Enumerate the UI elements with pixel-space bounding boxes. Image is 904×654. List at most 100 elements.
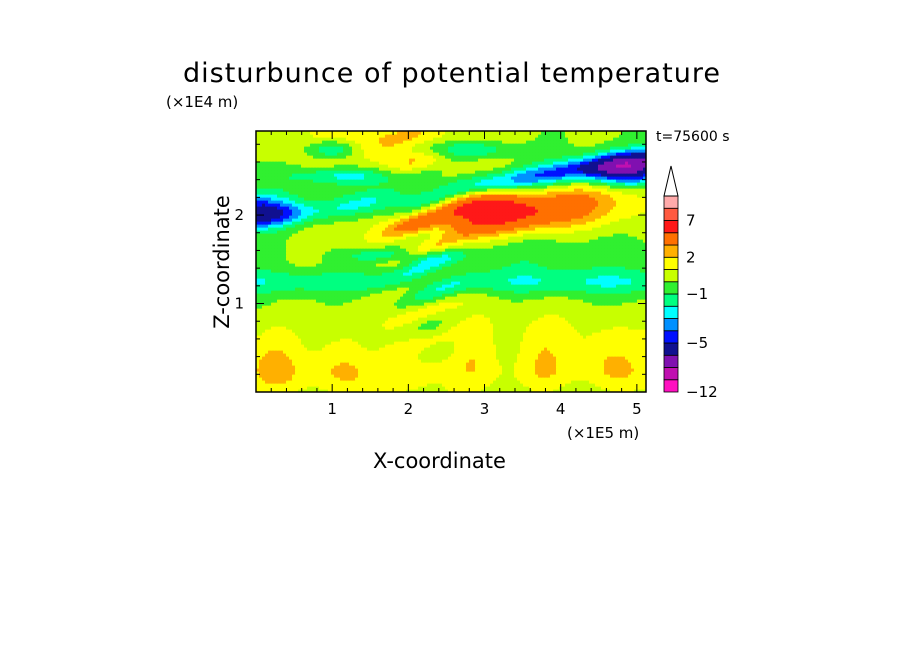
- field-cell: [424, 302, 428, 306]
- field-cell: [616, 296, 620, 300]
- field-cell: [595, 383, 599, 387]
- field-cell: [619, 287, 623, 291]
- field-cell: [370, 308, 374, 312]
- field-cell: [637, 359, 641, 363]
- field-cell: [436, 359, 440, 363]
- field-cell: [379, 335, 383, 339]
- field-cell: [322, 284, 326, 288]
- field-cell: [295, 311, 299, 315]
- field-cell: [322, 287, 326, 291]
- field-cell: [364, 356, 368, 360]
- field-cell: [262, 377, 266, 381]
- field-cell: [322, 389, 326, 392]
- field-cell: [616, 332, 620, 336]
- field-cell: [433, 284, 437, 288]
- field-cell: [364, 308, 368, 312]
- field-cell: [616, 320, 620, 324]
- field-cell: [514, 308, 518, 312]
- field-cell: [625, 362, 629, 366]
- field-cell: [379, 287, 383, 291]
- field-cell: [463, 359, 467, 363]
- field-cell: [577, 386, 581, 390]
- field-cell: [436, 305, 440, 309]
- field-cell: [340, 386, 344, 390]
- field-cell: [502, 305, 506, 309]
- field-cell: [367, 317, 371, 321]
- field-cell: [406, 332, 410, 336]
- field-cell: [295, 359, 299, 363]
- field-cell: [295, 335, 299, 339]
- field-cell: [475, 368, 479, 372]
- field-cell: [559, 284, 563, 288]
- field-cell: [505, 299, 509, 303]
- field-cell: [469, 320, 473, 324]
- field-cell: [448, 329, 452, 333]
- field-cell: [256, 365, 260, 369]
- field-cell: [562, 323, 566, 327]
- field-cell: [307, 302, 311, 306]
- field-cell: [307, 293, 311, 297]
- field-cell: [394, 359, 398, 363]
- field-cell: [490, 362, 494, 366]
- field-cell: [529, 353, 533, 357]
- field-cell: [541, 389, 545, 392]
- field-cell: [550, 320, 554, 324]
- field-cell: [499, 344, 503, 348]
- field-cell: [628, 389, 632, 392]
- field-cell: [595, 281, 599, 285]
- field-cell: [292, 281, 296, 285]
- field-cell: [286, 386, 290, 390]
- field-cell: [619, 362, 623, 366]
- field-cell: [397, 290, 401, 294]
- field-cell: [463, 335, 467, 339]
- field-cell: [487, 335, 491, 339]
- field-cell: [340, 374, 344, 378]
- field-cell: [394, 302, 398, 306]
- field-cell: [634, 284, 638, 288]
- field-cell: [277, 320, 281, 324]
- field-cell: [553, 350, 557, 354]
- field-cell: [286, 380, 290, 384]
- field-cell: [262, 380, 266, 384]
- field-cell: [463, 389, 467, 392]
- field-cell: [385, 383, 389, 387]
- field-cell: [610, 374, 614, 378]
- field-cell: [496, 380, 500, 384]
- field-cell: [493, 377, 497, 381]
- field-cell: [466, 341, 470, 345]
- field-cell: [556, 371, 560, 375]
- field-cell: [640, 335, 644, 339]
- field-cell: [592, 284, 596, 288]
- field-cell: [394, 314, 398, 318]
- field-cell: [463, 386, 467, 390]
- field-cell: [265, 338, 269, 342]
- field-cell: [574, 281, 578, 285]
- field-cell: [301, 338, 305, 342]
- field-cell: [478, 353, 482, 357]
- field-cell: [541, 305, 545, 309]
- field-cell: [274, 320, 278, 324]
- field-cell: [418, 296, 422, 300]
- field-cell: [262, 353, 266, 357]
- field-cell: [331, 362, 335, 366]
- field-cell: [298, 287, 302, 291]
- field-cell: [544, 317, 548, 321]
- field-cell: [583, 359, 587, 363]
- field-cell: [598, 356, 602, 360]
- field-cell: [313, 386, 317, 390]
- field-cell: [454, 344, 458, 348]
- field-cell: [616, 278, 620, 282]
- field-cell: [301, 332, 305, 336]
- field-cell: [439, 338, 443, 342]
- field-cell: [586, 299, 590, 303]
- x-axis-label: X-coordinate: [373, 449, 506, 473]
- field-cell: [544, 305, 548, 309]
- field-cell: [370, 317, 374, 321]
- field-cell: [394, 377, 398, 381]
- field-cell: [493, 320, 497, 324]
- field-cell: [373, 389, 377, 392]
- field-cell: [643, 332, 646, 336]
- field-cell: [301, 368, 305, 372]
- field-cell: [274, 326, 278, 330]
- field-cell: [295, 308, 299, 312]
